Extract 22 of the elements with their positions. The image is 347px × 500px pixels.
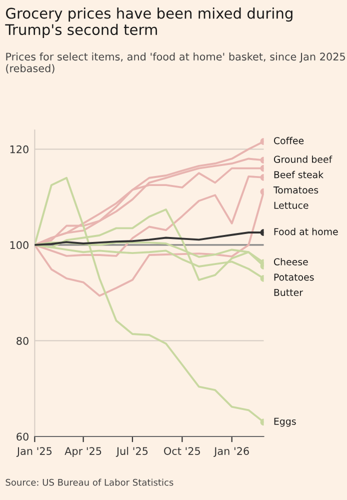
x-tick-label: Jan '25	[16, 447, 52, 457]
source-note: Source: US Bureau of Labor Statistics	[6, 478, 174, 486]
y-tick-label: 80	[16, 336, 28, 345]
series-label: Food at home	[274, 228, 338, 236]
x-tick-label: Jul '25	[116, 446, 148, 457]
series-label: Beef steak	[274, 170, 324, 178]
y-tick-label: 60	[16, 432, 28, 441]
y-tick-label: 120	[10, 145, 28, 154]
y-tick-label: 100	[10, 241, 28, 250]
series-label: Butter	[274, 289, 304, 296]
series-label: Lettuce	[274, 202, 308, 209]
series-label: Cheese	[274, 258, 308, 266]
series-label: Eggs	[274, 418, 296, 427]
series-label: Ground beef	[274, 156, 332, 163]
x-tick-label: Jan '26	[214, 447, 249, 457]
x-tick-label: Oct '25	[164, 447, 200, 455]
chart-subtitle: Prices for select items, and 'food at home' basket, since Jan 2025 (rebased)	[6, 52, 345, 74]
series-label: Potatoes	[274, 274, 314, 281]
chart-title: Grocery prices have been mixed during Trump's second term	[5, 8, 292, 38]
series-label: Tomatoes	[273, 186, 318, 194]
x-tick-label: Apr '25	[64, 447, 102, 457]
series-label: Coffee	[274, 136, 304, 144]
